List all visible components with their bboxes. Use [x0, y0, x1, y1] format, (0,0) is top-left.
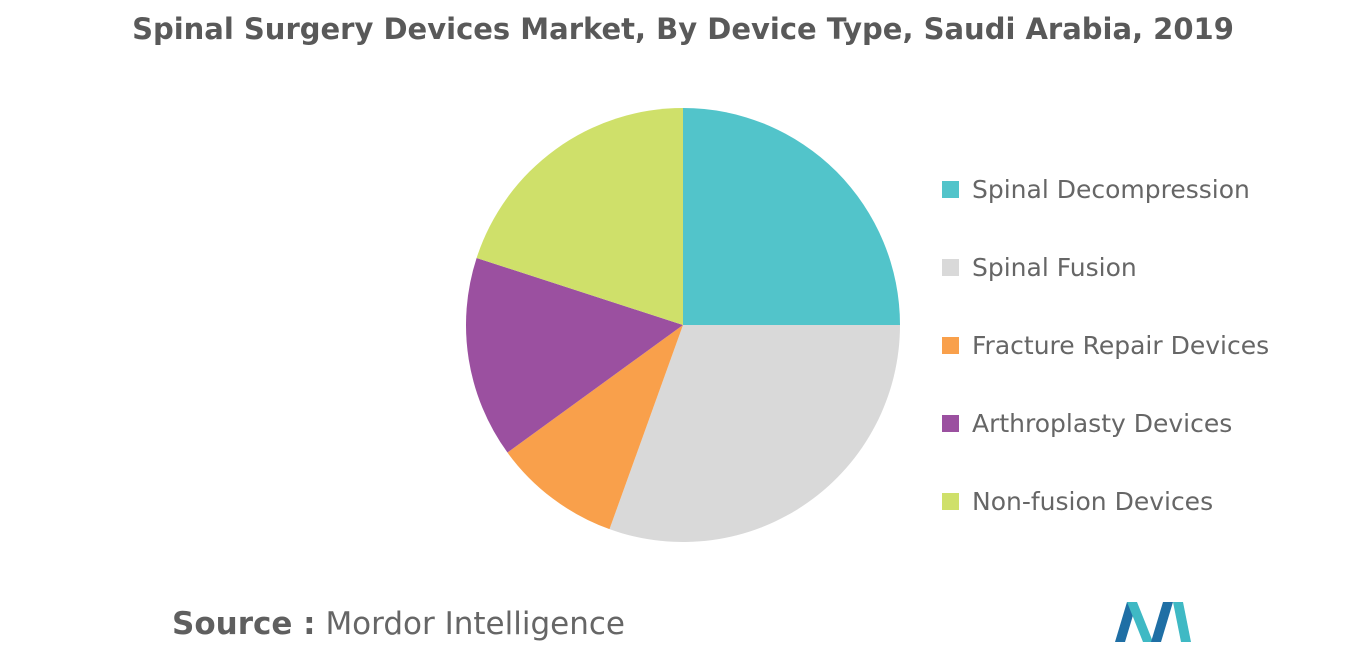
legend-item-arthroplasty-devices: Arthroplasty Devices	[942, 384, 1269, 462]
pie-slice-arthroplasty-devices	[465, 257, 683, 453]
legend-label: Spinal Decompression	[972, 174, 1250, 204]
pie-slice-non-fusion-devices	[476, 108, 683, 325]
legend-swatch	[942, 258, 959, 276]
logo-shape-right	[1173, 602, 1191, 642]
source-note: Source : Mordor Intelligence	[172, 606, 625, 642]
chart-title: Spinal Surgery Devices Market, By Device…	[132, 12, 1234, 46]
source-prefix: Source :	[172, 606, 316, 642]
chart-legend: Spinal Decompression Spinal Fusion Fractur…	[942, 150, 1269, 540]
legend-item-spinal-fusion: Spinal Fusion	[942, 228, 1269, 306]
legend-swatch	[942, 414, 959, 432]
logo-shape-mid-left	[1127, 602, 1153, 642]
legend-label: Arthroplasty Devices	[972, 408, 1233, 438]
mordor-intelligence-logo-icon	[1115, 602, 1191, 642]
legend-swatch	[942, 336, 959, 354]
source-name: Mordor Intelligence	[325, 606, 625, 642]
logo-shape-mid-right	[1151, 602, 1173, 642]
pie-slice-fracture-repair-devices	[507, 325, 683, 530]
legend-swatch	[942, 492, 959, 510]
legend-swatch	[942, 180, 959, 198]
pie-slice-spinal-decompression	[683, 108, 900, 325]
legend-item-spinal-decompression: Spinal Decompression	[942, 150, 1269, 228]
legend-label: Spinal Fusion	[972, 252, 1137, 282]
pie-slice-spinal-fusion	[609, 325, 900, 543]
legend-item-fracture-repair-devices: Fracture Repair Devices	[942, 306, 1269, 384]
legend-label: Fracture Repair Devices	[972, 330, 1270, 360]
legend-item-non-fusion-devices: Non-fusion Devices	[942, 462, 1269, 540]
pie-slices	[465, 108, 900, 543]
legend-label: Non-fusion Devices	[972, 486, 1214, 516]
